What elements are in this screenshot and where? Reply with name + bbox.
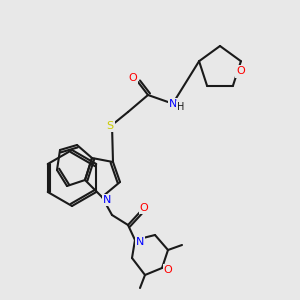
Text: H: H bbox=[177, 102, 185, 112]
Text: O: O bbox=[129, 73, 137, 83]
Text: N: N bbox=[136, 237, 144, 247]
Text: N: N bbox=[169, 99, 177, 109]
Text: S: S bbox=[106, 121, 114, 131]
Text: O: O bbox=[140, 203, 148, 213]
Text: O: O bbox=[164, 265, 172, 275]
Text: N: N bbox=[103, 195, 111, 205]
Text: O: O bbox=[237, 67, 245, 76]
